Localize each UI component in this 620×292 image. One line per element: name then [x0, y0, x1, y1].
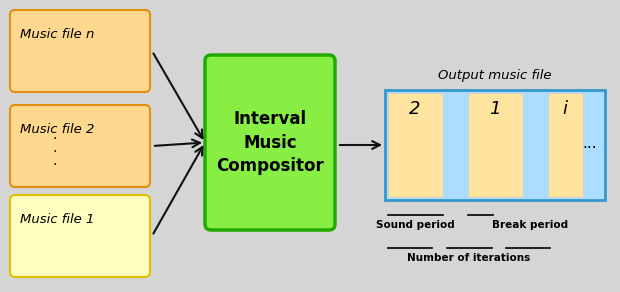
Text: 2: 2 — [409, 100, 421, 118]
FancyBboxPatch shape — [10, 195, 150, 277]
Text: Number of iterations: Number of iterations — [407, 253, 531, 263]
Text: Interval
Music
Compositor: Interval Music Compositor — [216, 110, 324, 175]
Text: Music file n: Music file n — [20, 28, 94, 41]
Bar — [443, 93, 468, 197]
Text: Break period: Break period — [492, 220, 568, 230]
Bar — [385, 90, 605, 200]
Bar — [523, 93, 548, 197]
Bar — [468, 93, 523, 197]
Bar — [548, 93, 583, 197]
Bar — [388, 93, 443, 197]
Text: ...: ... — [583, 135, 597, 150]
FancyBboxPatch shape — [10, 10, 150, 92]
Text: Sound period: Sound period — [376, 220, 454, 230]
Text: Music file 1: Music file 1 — [20, 213, 94, 226]
Text: Output music file: Output music file — [438, 69, 552, 82]
Text: i: i — [562, 100, 567, 118]
Text: ·
·
·: · · · — [53, 132, 57, 172]
FancyBboxPatch shape — [205, 55, 335, 230]
FancyBboxPatch shape — [10, 105, 150, 187]
Text: 1: 1 — [489, 100, 501, 118]
Text: Music file 2: Music file 2 — [20, 123, 94, 136]
